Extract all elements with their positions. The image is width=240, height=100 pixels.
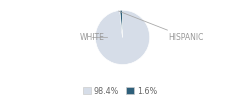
Legend: 98.4%, 1.6%: 98.4%, 1.6% (79, 83, 161, 99)
Wedge shape (120, 10, 123, 37)
Text: WHITE: WHITE (80, 33, 108, 42)
Text: HISPANIC: HISPANIC (119, 11, 204, 42)
Wedge shape (95, 10, 150, 65)
